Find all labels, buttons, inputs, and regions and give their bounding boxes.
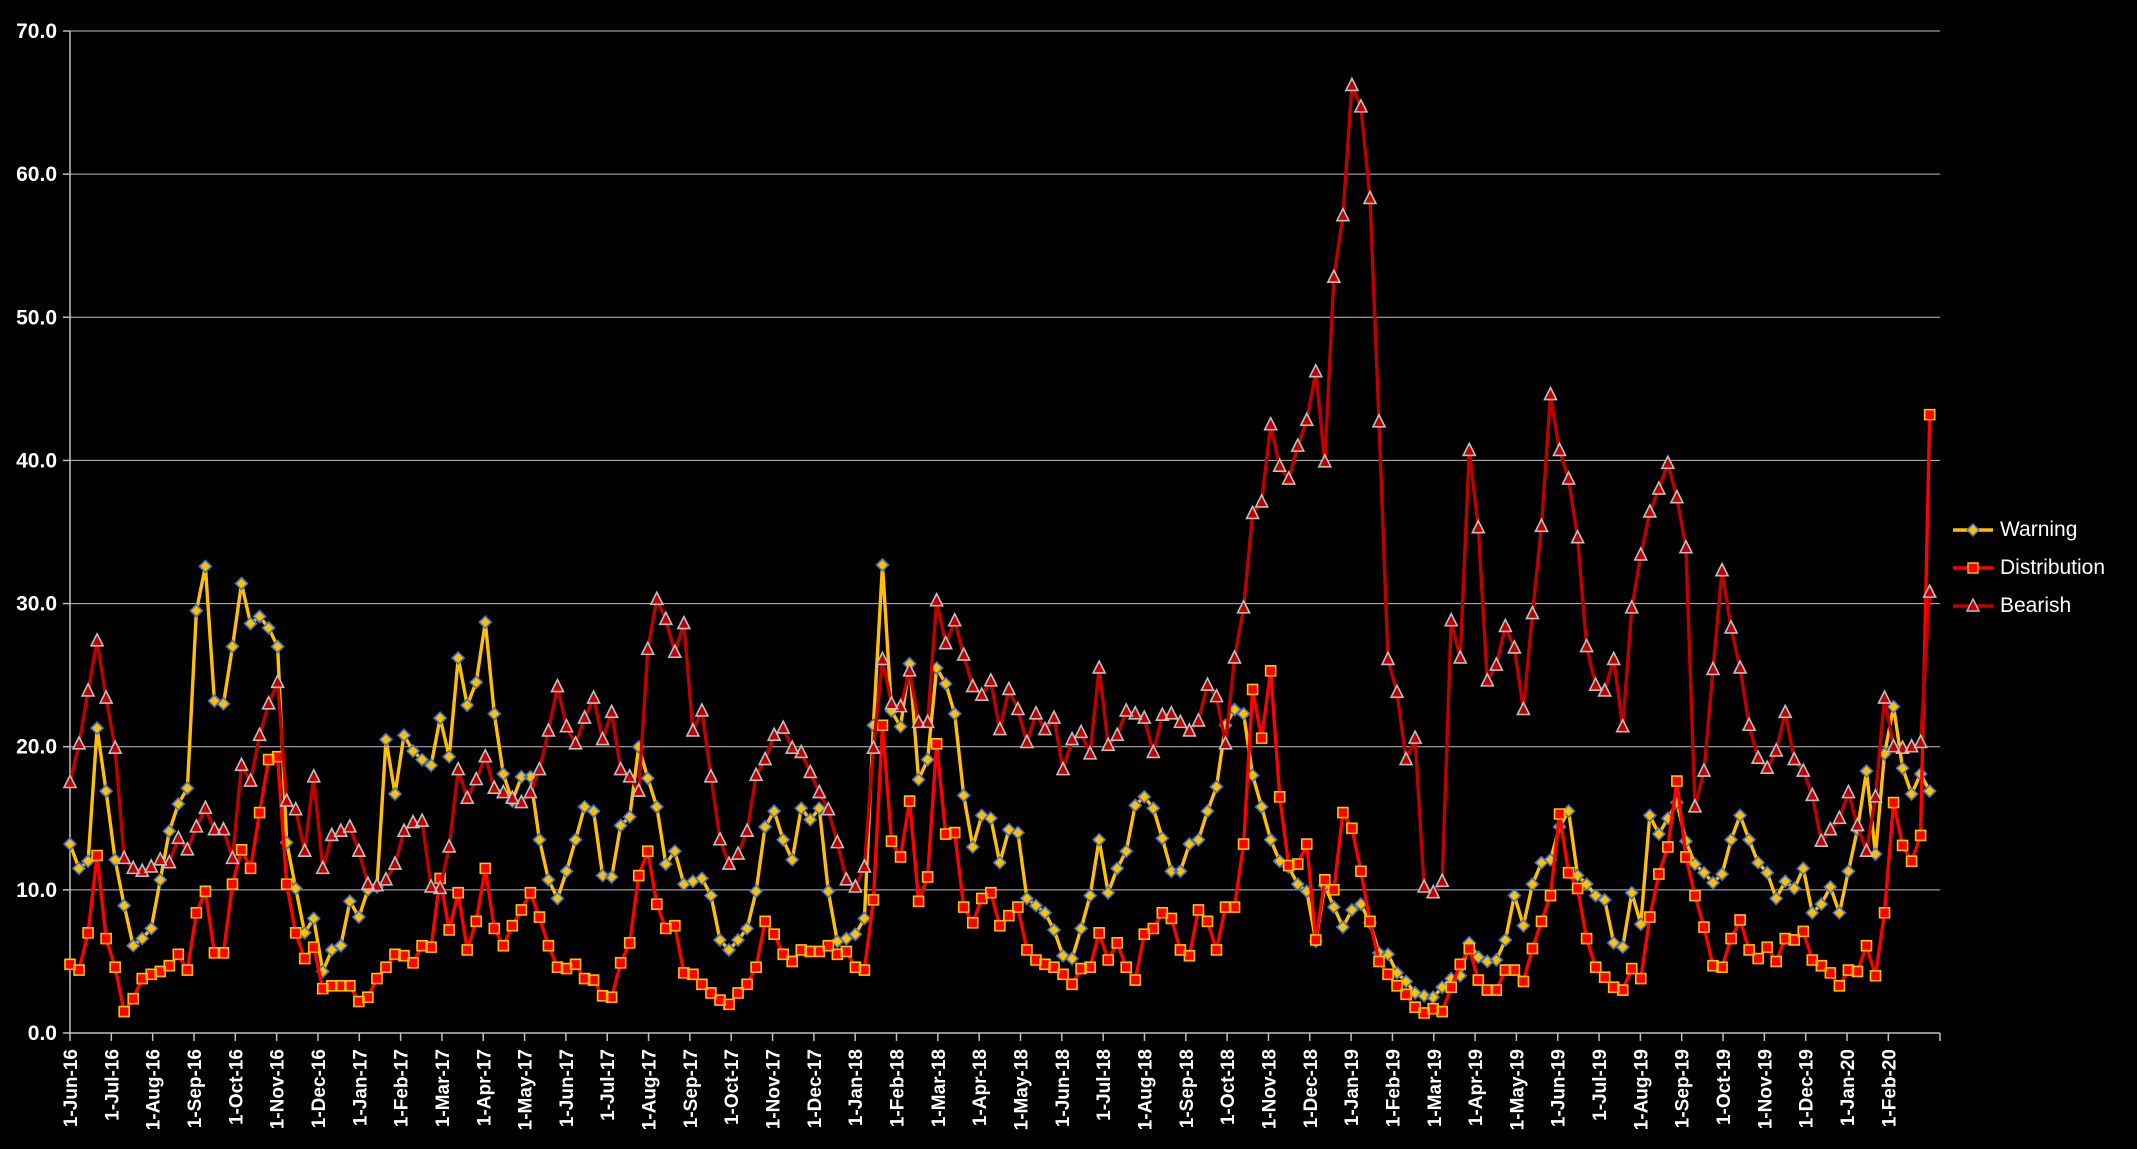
x-tick-label: 1-Nov-17 [764, 1049, 785, 1129]
legend-label: Distribution [2000, 556, 2106, 579]
legend-marker-diamond-icon [1953, 523, 1993, 537]
series-bearish [62, 76, 1937, 899]
x-tick-label: 1-Aug-16 [144, 1049, 165, 1130]
x-tick-label: 1-Jan-20 [1838, 1049, 1859, 1126]
x-tick-label: 1-Nov-18 [1259, 1049, 1280, 1129]
x-tick-label: 1-Jan-17 [350, 1049, 371, 1126]
x-tick-label: 1-Feb-19 [1383, 1049, 1404, 1127]
x-tick-label: 1-Feb-20 [1879, 1049, 1900, 1127]
x-tick-label: 1-Feb-18 [888, 1049, 909, 1127]
x-tick-label: 1-Oct-18 [1218, 1049, 1239, 1125]
x-tick-label: 1-Jun-17 [557, 1049, 578, 1127]
x-tick-label: 1-Dec-16 [309, 1049, 330, 1128]
x-tick-label: 1-Nov-19 [1755, 1049, 1776, 1129]
y-tick-label: 20.0 [16, 736, 57, 759]
x-tick-label: 1-Sep-19 [1673, 1049, 1694, 1128]
x-tick-label: 1-Oct-19 [1714, 1049, 1735, 1125]
x-tick-label: 1-Aug-19 [1631, 1049, 1652, 1130]
x-tick-label: 1-Mar-19 [1425, 1049, 1446, 1127]
x-tick-label: 1-Jul-16 [102, 1049, 123, 1121]
x-tick-label: 1-Aug-17 [640, 1049, 661, 1130]
x-tick-label: 1-Apr-18 [970, 1049, 991, 1126]
x-tick-label: 1-May-19 [1507, 1049, 1528, 1130]
x-axis-labels: 1-Jun-16 1-Jul-16 1-Aug-16 1-Sep-16 1-Oct-16… [61, 1033, 1941, 1130]
x-tick-label: 1-Oct-17 [722, 1049, 743, 1125]
x-tick-label: 1-Jul-17 [598, 1049, 619, 1121]
legend-item-distribution[interactable]: Distribution [1952, 556, 2105, 580]
x-tick-label: 1-Jul-18 [1094, 1049, 1115, 1121]
legend-item-warning[interactable]: Warning [1952, 518, 2105, 542]
x-tick-label: 1-May-18 [1011, 1049, 1032, 1130]
triangle-markers [62, 76, 1937, 899]
x-tick-label: 1-May-17 [516, 1049, 537, 1130]
x-tick-label: 1-Dec-19 [1797, 1049, 1818, 1128]
legend-item-bearish[interactable]: Bearish [1952, 594, 2105, 618]
y-tick-label: 60.0 [16, 163, 57, 186]
x-tick-label: 1-Nov-16 [268, 1049, 289, 1129]
x-tick-label: 1-Jun-18 [1053, 1049, 1074, 1127]
legend-label: Warning [2000, 518, 2078, 541]
y-tick-label: 40.0 [16, 449, 57, 472]
x-tick-label: 1-Jun-19 [1549, 1049, 1570, 1127]
axes [69, 31, 1940, 1034]
x-tick-label: 1-Dec-17 [805, 1049, 826, 1128]
x-tick-label: 1-Mar-17 [433, 1049, 454, 1127]
legend: Warning Distribution Bearish [1952, 518, 2105, 618]
x-tick-label: 1-Jul-19 [1590, 1049, 1611, 1121]
y-axis-labels: 0.0 10.0 20.0 30.0 40.0 50.0 60.0 70.0 [16, 20, 57, 1045]
legend-marker-square-icon [1953, 562, 1993, 574]
series-warning [62, 557, 1937, 1005]
x-tick-label: 1-Feb-17 [392, 1049, 413, 1127]
y-tick-label: 30.0 [16, 593, 57, 616]
x-tick-label: 1-Jan-19 [1342, 1049, 1363, 1126]
x-tick-label: 1-Aug-18 [1135, 1049, 1156, 1130]
y-tick-label: 0.0 [28, 1022, 57, 1045]
x-tick-label: 1-Apr-17 [474, 1049, 495, 1126]
x-tick-label: 1-Apr-19 [1466, 1049, 1487, 1126]
x-tick-label: 1-Jan-18 [846, 1049, 867, 1126]
legend-label: Bearish [2000, 594, 2072, 617]
y-tick-label: 70.0 [16, 20, 57, 43]
y-tick-label: 10.0 [16, 879, 57, 902]
x-tick-label: 1-Jun-16 [61, 1049, 82, 1127]
y-tick-label: 50.0 [16, 306, 57, 329]
x-tick-label: 1-Sep-16 [185, 1049, 206, 1128]
x-tick-label: 1-Mar-18 [929, 1049, 950, 1127]
x-tick-label: 1-Sep-17 [681, 1049, 702, 1128]
legend-marker-triangle-icon [1953, 598, 1993, 612]
x-tick-label: 1-Oct-16 [226, 1049, 247, 1125]
x-tick-label: 1-Sep-18 [1177, 1049, 1198, 1128]
x-tick-label: 1-Dec-18 [1301, 1049, 1322, 1128]
diamond-markers [62, 557, 1937, 1005]
